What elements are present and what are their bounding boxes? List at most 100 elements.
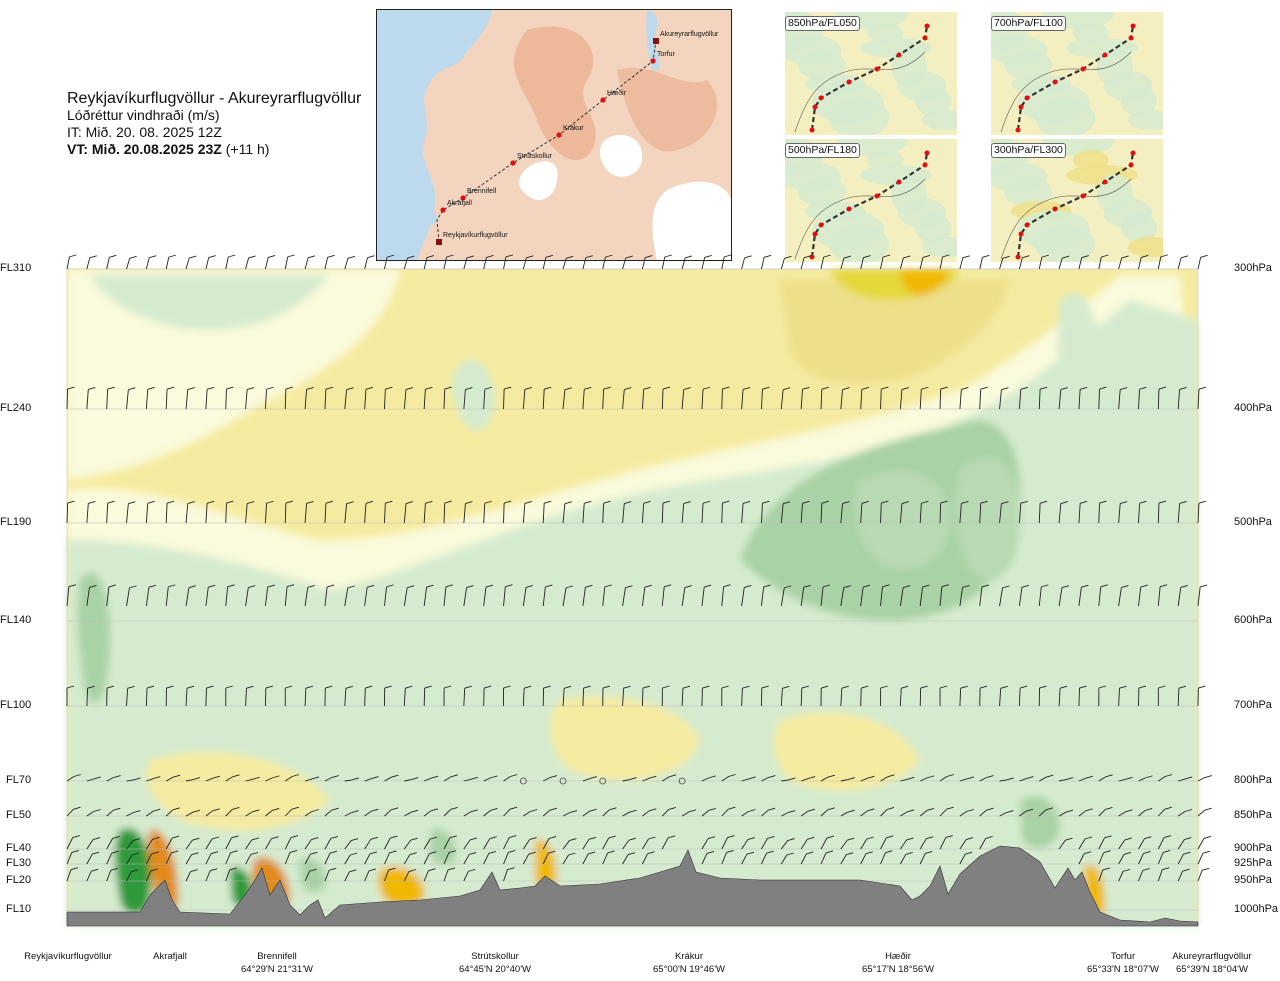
wind-barb	[145, 255, 157, 270]
waypoint-name: Reykjavíkurflugvöllur	[24, 951, 112, 962]
wind-barb	[721, 386, 730, 410]
wind-barb	[681, 387, 691, 410]
wind-barb	[542, 584, 553, 607]
wind-barb	[384, 807, 399, 817]
wind-barb	[1138, 386, 1147, 410]
wind-barb	[1058, 837, 1073, 850]
wind-barb	[1177, 809, 1193, 817]
wind-barb	[284, 835, 299, 850]
wind-barb	[939, 806, 954, 817]
wind-barb	[126, 501, 136, 524]
wind-barb	[1098, 835, 1112, 850]
wind-barb	[999, 255, 1010, 270]
contour-region	[954, 456, 1020, 580]
wind-barb	[205, 851, 219, 865]
wind-barb	[185, 255, 197, 270]
map-waypoint-label: Hæðir	[607, 90, 627, 97]
wind-barb	[1118, 685, 1127, 707]
wind-barb	[860, 808, 875, 817]
waypoint-name: Akrafjall	[153, 951, 187, 962]
waypoint-marker	[510, 160, 516, 166]
fjord-area	[422, 210, 438, 225]
wind-barb	[1177, 685, 1187, 707]
wind-barb	[66, 835, 80, 850]
wind-barb	[106, 500, 115, 524]
wind-barb	[661, 254, 672, 270]
wind-barb	[1138, 685, 1147, 707]
airport-marker	[436, 239, 442, 245]
wind-barb	[1157, 500, 1167, 524]
wind-barb	[1058, 585, 1070, 607]
wind-barb	[185, 869, 198, 882]
wind-barb	[582, 584, 593, 607]
wind-barb	[1078, 584, 1089, 607]
wind-barb	[264, 386, 274, 410]
wind-barb	[542, 500, 552, 524]
wind-barb	[900, 809, 915, 817]
wind-barb	[761, 500, 770, 524]
wind-barb	[959, 387, 969, 410]
wind-barb	[1197, 254, 1208, 270]
wind-barb	[1138, 500, 1147, 524]
wind-barb	[840, 685, 849, 707]
wind-barb	[840, 501, 850, 524]
wind-barb	[522, 585, 534, 607]
wind-barb	[1059, 777, 1074, 782]
wind-barb	[126, 852, 140, 865]
wind-barb	[264, 584, 275, 607]
wind-barb	[205, 808, 220, 817]
wind-barb	[225, 867, 237, 882]
map-waypoint-label: Krákur	[563, 125, 584, 132]
wind-barb	[145, 868, 158, 882]
wind-barb	[1197, 807, 1212, 817]
pressure-level-label: 925hPa	[1234, 857, 1272, 869]
wind-barb	[780, 838, 795, 850]
wind-barb	[642, 808, 657, 817]
wind-barb	[860, 775, 875, 782]
wind-barb	[1197, 500, 1207, 524]
wind-barb	[1018, 255, 1030, 270]
wind-barb	[880, 500, 889, 524]
wind-barb	[919, 584, 930, 607]
wind-barb	[483, 836, 497, 850]
wind-barb	[641, 584, 652, 607]
wind-barb	[284, 849, 298, 865]
wind-barb	[463, 387, 473, 410]
wind-barb	[304, 501, 314, 524]
wind-barbs	[66, 254, 1213, 882]
wind-barb	[1138, 868, 1150, 882]
pressure-level-label: 950hPa	[1234, 874, 1272, 886]
wind-barb	[1098, 867, 1110, 882]
waypoint-coord: 65°00'N 19°46'W	[653, 964, 725, 975]
wind-barb	[920, 775, 935, 782]
wind-barb	[999, 777, 1014, 782]
wind-barb	[602, 386, 611, 410]
wind-barb	[880, 774, 895, 782]
wind-barb	[1177, 868, 1190, 882]
wind-barb	[1177, 387, 1187, 410]
wind-barb	[483, 775, 498, 782]
contour-region	[77, 572, 110, 704]
wind-barb	[1078, 255, 1089, 270]
wind-barb	[582, 255, 593, 270]
wind-barb	[463, 501, 473, 524]
wind-barb	[780, 501, 791, 524]
wind-barb	[602, 835, 616, 850]
wind-barb	[999, 387, 1009, 410]
vatnajokull-icon	[652, 181, 731, 260]
wind-barb	[443, 807, 458, 817]
wind-barb	[443, 584, 454, 607]
wind-barb	[443, 774, 458, 782]
wind-barb	[1197, 386, 1207, 410]
calm-wind-marker	[519, 777, 527, 785]
wind-barb	[979, 775, 994, 782]
wind-barb	[403, 255, 415, 270]
pressure-level-label: 500hPa	[1234, 516, 1272, 528]
wind-barb	[582, 500, 592, 524]
wind-barb	[582, 808, 597, 817]
wind-barb	[741, 501, 751, 524]
wind-barb	[522, 851, 536, 865]
wind-barb	[979, 254, 990, 270]
wind-barb	[1177, 501, 1187, 524]
pressure-level-label: 400hPa	[1234, 402, 1272, 414]
